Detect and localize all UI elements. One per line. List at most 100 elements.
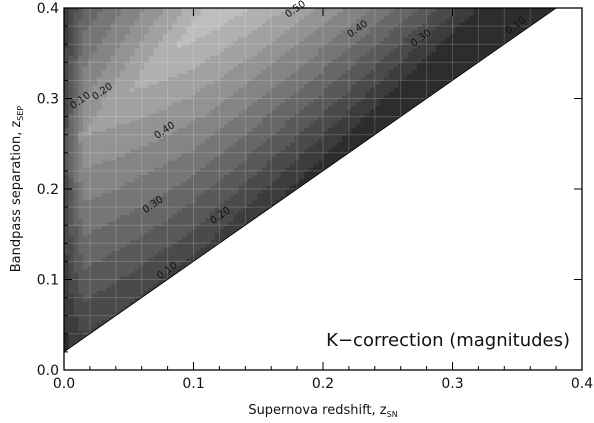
contour-cell: [214, 185, 220, 190]
contour-cell: [209, 44, 216, 49]
contour-cell: [247, 127, 253, 132]
contour-cell: [224, 69, 230, 74]
contour-cell: [106, 112, 112, 118]
contour-cell: [115, 131, 122, 136]
contour-cell: [96, 69, 103, 74]
contour-cell: [115, 8, 122, 13]
contour-cell: [162, 199, 169, 205]
contour-cell: [181, 228, 188, 234]
contour-cell: [167, 91, 173, 96]
contour-cell: [238, 120, 244, 125]
contour-cell: [111, 170, 117, 176]
contour-cell: [233, 120, 239, 125]
contour-cell: [186, 210, 192, 215]
contour-cell: [129, 301, 136, 306]
contour-cell: [134, 272, 140, 277]
contour-cell: [78, 199, 84, 205]
contour-cell: [106, 98, 112, 103]
contour-cell: [266, 84, 272, 89]
contour-cell: [162, 156, 169, 161]
contour-cell: [252, 116, 258, 121]
contour-cell: [228, 73, 235, 78]
contour-cell: [125, 36, 131, 42]
contour-cell: [252, 189, 258, 194]
contour-cell: [125, 102, 131, 107]
contour-cell: [87, 203, 93, 208]
contour-cell: [177, 167, 183, 172]
contour-cell: [68, 243, 75, 248]
contour-cell: [285, 62, 291, 67]
contour-cell: [162, 51, 169, 56]
contour-cell: [186, 18, 192, 24]
contour-cell: [111, 102, 117, 107]
contour-cell: [106, 120, 112, 125]
contour-cell: [96, 272, 103, 277]
contour-cell: [205, 58, 211, 63]
contour-cell: [191, 18, 197, 24]
contour-cell: [106, 47, 112, 53]
contour-cell: [271, 98, 277, 103]
contour-cell: [200, 127, 206, 132]
contour-cell: [120, 236, 126, 241]
contour-cell: [68, 192, 75, 197]
contour-cell: [87, 69, 93, 74]
contour-cell: [129, 203, 136, 208]
contour-cell: [261, 170, 268, 176]
contour-cell: [200, 243, 206, 248]
contour-cell: [257, 62, 263, 67]
contour-cell: [73, 308, 79, 313]
contour-cell: [106, 109, 112, 114]
contour-cell: [82, 236, 89, 241]
contour-cell: [172, 98, 178, 103]
contour-cell: [200, 163, 206, 168]
contour-cell: [96, 239, 103, 244]
contour-cell: [78, 243, 84, 248]
contour-cell: [87, 265, 93, 270]
contour-cell: [200, 239, 206, 244]
contour-cell: [148, 189, 155, 194]
contour-cell: [144, 232, 150, 237]
contour-cell: [144, 102, 150, 107]
contour-cell: [186, 167, 192, 172]
contour-cell: [73, 290, 79, 295]
contour-cell: [64, 254, 70, 259]
contour-cell: [82, 51, 89, 56]
contour-cell: [120, 210, 126, 215]
contour-cell: [162, 203, 169, 208]
contour-cell: [219, 178, 225, 183]
contour-cell: [247, 91, 253, 96]
contour-cell: [96, 293, 103, 299]
contour-cell: [129, 286, 136, 291]
contour-cell: [111, 18, 117, 24]
contour-cell: [209, 58, 216, 63]
contour-cell: [96, 102, 103, 107]
contour-cell: [228, 141, 235, 147]
contour-cell: [115, 127, 122, 132]
contour-cell: [219, 138, 225, 143]
contour-cell: [280, 36, 286, 42]
contour-cell: [162, 196, 169, 201]
contour-cell: [238, 40, 244, 45]
contour-cell: [242, 203, 249, 208]
contour-cell: [285, 189, 291, 194]
contour-cell: [224, 214, 230, 219]
contour-cell: [200, 149, 206, 154]
contour-cell: [115, 210, 122, 215]
contour-cell: [214, 84, 220, 89]
contour-cell: [139, 152, 145, 158]
contour-cell: [228, 40, 235, 45]
contour-cell: [125, 181, 131, 186]
contour-cell: [285, 127, 291, 132]
contour-cell: [186, 207, 192, 212]
contour-cell: [271, 40, 277, 45]
contour-cell: [205, 112, 211, 118]
contour-cell: [285, 22, 291, 27]
contour-cell: [195, 239, 202, 244]
contour-cell: [172, 120, 178, 125]
contour-cell: [285, 109, 291, 114]
contour-cell: [139, 87, 145, 92]
contour-cell: [68, 94, 75, 100]
contour-cell: [290, 87, 296, 92]
contour-cell: [64, 322, 70, 328]
contour-cell: [139, 283, 145, 288]
